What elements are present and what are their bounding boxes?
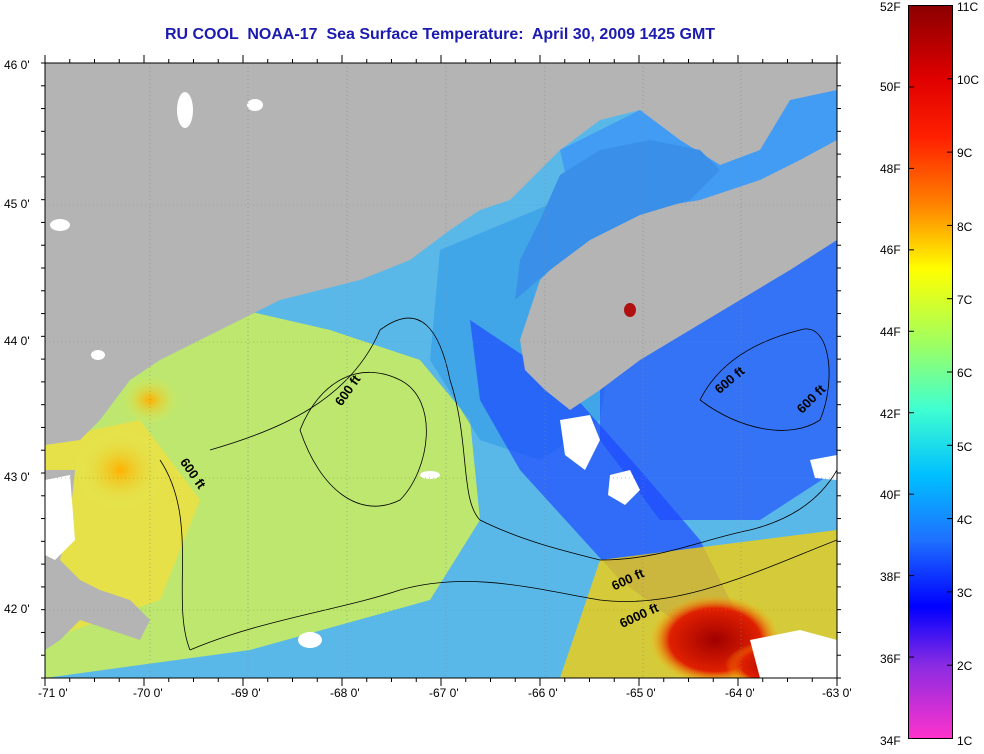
colorbar-label-c: 7C [957,293,973,307]
colorbar-label-f: 34F [880,734,901,748]
lat-label: 43 0' [4,470,30,484]
lon-label: -69 0' [231,686,261,700]
bay-of-fundy [515,140,720,300]
graticule [45,63,837,678]
colorbar-label-c: 3C [957,586,973,600]
cloud-patch [177,92,193,128]
colorbar-label-f: 40F [880,488,901,502]
cloud-patch [50,219,70,231]
colorbar-gradient [908,5,953,739]
chart-title: RU COOL NOAA-17 Sea Surface Temperature:… [164,26,716,43]
cloud-patch [298,632,322,648]
colorbar-label-f: 48F [880,162,901,176]
cloud-patch [750,630,837,678]
lon-label: -70 0' [133,686,163,700]
cloud-patch [560,415,600,470]
lat-label: 42 0' [4,602,30,616]
lon-label: -66 0' [528,686,558,700]
colorbar-label-c: 8C [957,220,973,234]
colorbar-label-f: 44F [880,325,901,339]
contour-600ft-scotian [699,328,830,431]
colorbar-label-c: 10C [957,73,980,87]
lon-label: -68 0' [330,686,360,700]
colorbar-label-f: 46F [880,243,901,257]
cloud-patch [45,475,75,560]
cloud-patch [608,470,640,505]
cloud-patch [624,303,636,317]
colorbar-label-c: 4C [957,513,973,527]
colorbar-label-c: 9C [957,146,973,160]
lon-label: -71 0' [38,686,68,700]
lat-label: 44 0' [4,334,30,348]
colorbar-label-c: 6C [957,366,973,380]
colorbar-label-f: 50F [880,80,901,94]
lat-label: 45 0' [4,197,30,211]
lon-label: -67 0' [429,686,459,700]
colorbar-label-f: 38F [880,570,901,584]
lat-label: 46 0' [4,58,30,72]
contour-6000ft [189,539,837,651]
bathymetry-contours [159,317,837,651]
cloud-patch [810,455,837,480]
lon-label: -64 0' [725,686,755,700]
mainland-land [45,63,837,445]
colorbar-label-f: 36F [880,652,901,666]
colorbar-label-f: 52F [880,0,901,14]
cloud-patch [91,350,105,360]
colorbar-label-c: 2C [957,659,973,673]
colorbar-label-f: 42F [880,407,901,421]
lon-label: -63 0' [822,686,852,700]
cloud-patch [247,99,263,111]
scotian-shelf-water [600,230,837,520]
contour-600ft-gulf [159,317,837,651]
colorbar-label-c: 5C [957,440,973,454]
colorbar-label-c: 1C [957,734,973,748]
lon-label: -65 0' [626,686,656,700]
colorbar [908,5,953,739]
cape-cod-land [45,470,150,650]
contour-600ft-georges [299,371,427,507]
cloud-patch [420,471,440,479]
nova-scotia-land [520,140,837,410]
colorbar-label-c: 11C [957,0,979,14]
